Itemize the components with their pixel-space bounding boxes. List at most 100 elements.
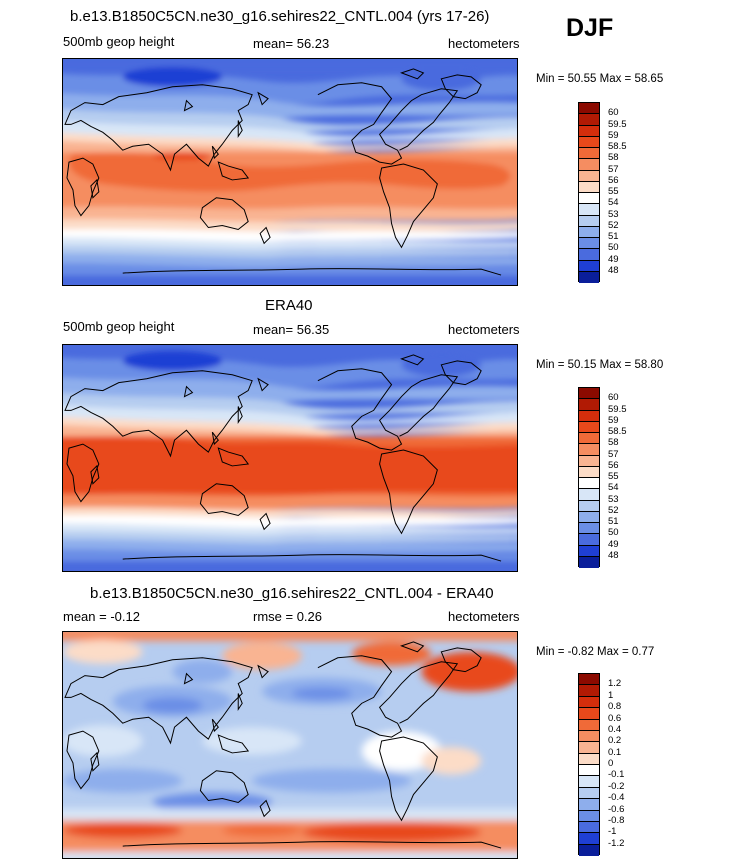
panel3-colorbar-tick-label: 0.6 — [608, 712, 622, 724]
panel3-rmse-label: rmse = 0.26 — [253, 609, 323, 624]
panel1-colorbar-swatch — [579, 170, 599, 182]
panel2-colorbar-tick-label: 59.5 — [608, 403, 627, 415]
panel1-colorbar-swatch — [579, 215, 599, 227]
panel2-colorbar-tick-label: 51 — [608, 516, 619, 527]
panel3-colorbar-swatch — [579, 753, 599, 765]
panel1-colorbar-swatch — [579, 204, 599, 216]
panel1-colorbar-swatch — [579, 249, 599, 261]
panel3-map — [62, 631, 518, 859]
panel1-colorbar-swatch — [579, 238, 599, 250]
panel3-title: b.e13.B1850C5CN.ne30_g16.sehires22_CNTL.… — [90, 585, 494, 602]
panel3-colorbar-swatch — [579, 696, 599, 709]
panel3-colorbar-tick-label: -1 — [608, 826, 617, 838]
panel3-colorbar-tick-label: 1 — [608, 689, 614, 701]
panel2-variable-label: 500mb geop height — [63, 319, 175, 334]
panel3-colorbar-swatch — [579, 787, 599, 800]
panel1-colorbar-swatch — [579, 114, 599, 126]
panel1-colorbar-swatch — [579, 260, 599, 272]
panel1-colorbar-tick-label: 58 — [608, 152, 619, 164]
panel3-colorbar-swatch — [579, 685, 599, 697]
panel2-colorbar-swatch — [579, 545, 599, 557]
panel2-colorbar-swatch — [579, 556, 599, 568]
panel1-colorbar-tick-label: 55 — [608, 186, 619, 197]
panel1-colorbar — [578, 102, 600, 283]
panel2-colorbar-swatch — [579, 433, 599, 445]
panel3-colorbar-swatch — [579, 821, 599, 834]
panel2-colorbar-tick-label: 54 — [608, 482, 619, 494]
panel3-colorbar-tick-label: -0.6 — [608, 803, 625, 815]
panel1-colorbar-swatch — [579, 159, 599, 171]
panel3-colorbar-swatch — [579, 776, 599, 788]
panel2-colorbar-tick-label: 57 — [608, 448, 619, 460]
panel1-minmax: Min = 50.55 Max = 58.65 — [536, 73, 664, 85]
panel3-colorbar-tick-label: -1.2 — [608, 837, 625, 849]
panel3-units-label: hectometers — [448, 609, 520, 624]
panel2-colorbar-tick-label: 49 — [608, 538, 619, 550]
panel1-colorbar-swatch — [579, 193, 599, 205]
panel1-colorbar-swatch — [579, 136, 599, 148]
panel2-colorbar-swatch — [579, 399, 599, 411]
panel3-colorbar-tick-label: -0.8 — [608, 814, 625, 826]
panel3-mean-label: mean = -0.12 — [63, 609, 140, 624]
panel1-colorbar-tick-label: 54 — [608, 197, 619, 209]
panel2-colorbar-tick-label: 58 — [608, 437, 619, 449]
panel2-colorbar-tick-label: 56 — [608, 459, 619, 471]
panel3-colorbar-swatch — [579, 833, 599, 845]
panel1-colorbar-tick-label: 52 — [608, 219, 619, 231]
panel2-colorbar-tick-label: 58.5 — [608, 426, 627, 437]
panel1-mean-label: mean= 56.23 — [253, 36, 330, 51]
panel1-units-label: hectometers — [448, 36, 520, 51]
panel2-units-label: hectometers — [448, 322, 520, 337]
panel2-colorbar-swatch — [579, 444, 599, 456]
panel3-minmax: Min = -0.82 Max = 0.77 — [536, 646, 655, 658]
panel1-colorbar-tick-label: 50 — [608, 242, 619, 254]
panel1-colorbar-tick-label: 60 — [608, 107, 619, 119]
panel2-colorbar-swatch — [579, 511, 599, 523]
panel3-colorbar-swatch — [579, 844, 599, 856]
panel2-colorbar-tick-label: 60 — [608, 392, 619, 404]
panel3-colorbar — [578, 673, 600, 856]
panel2-colorbar-swatch — [579, 534, 599, 546]
panel3-colorbar-swatch — [579, 708, 599, 720]
panel2-colorbar-swatch — [579, 489, 599, 501]
panel1-colorbar-tick-label: 59 — [608, 129, 619, 141]
panel2-colorbar-swatch — [579, 500, 599, 512]
panel2-colorbar — [578, 387, 600, 568]
panel1-colorbar-swatch — [579, 148, 599, 160]
panel3-colorbar-swatch — [579, 810, 599, 822]
panel3-colorbar-swatch — [579, 799, 599, 811]
panel1-colorbar-tick-label: 59.5 — [608, 118, 627, 130]
panel2-colorbar-tick-label: 50 — [608, 527, 619, 539]
panel1-colorbar-tick-label: 48 — [608, 264, 619, 276]
panel1-colorbar-tick-label: 56 — [608, 174, 619, 186]
panel1-colorbar-swatch — [579, 125, 599, 137]
panel2-colorbar-tick-label: 59 — [608, 414, 619, 426]
panel1-colorbar-swatch — [579, 271, 599, 283]
panel1-map — [62, 58, 518, 286]
panel3-colorbar-swatch — [579, 765, 599, 777]
panel2-map — [62, 344, 518, 572]
season-label: DJF — [566, 14, 614, 42]
panel2-minmax: Min = 50.15 Max = 58.80 — [536, 359, 664, 371]
panel1-colorbar-tick-label: 49 — [608, 253, 619, 265]
panel2-colorbar-tick-label: 48 — [608, 549, 619, 561]
panel2-colorbar-swatch — [579, 388, 599, 400]
panel3-colorbar-swatch — [579, 742, 599, 754]
panel2-colorbar-tick-label: 55 — [608, 471, 619, 482]
panel1-colorbar-swatch — [579, 226, 599, 238]
panel3-colorbar-tick-label: 1.2 — [608, 678, 622, 690]
panel1-title: b.e13.B1850C5CN.ne30_g16.sehires22_CNTL.… — [70, 8, 490, 25]
panel2-colorbar-swatch — [579, 410, 599, 422]
panel1-colorbar-tick-label: 53 — [608, 208, 619, 220]
panel3-colorbar-tick-label: 0.4 — [608, 723, 622, 735]
panel2-colorbar-tick-label: 52 — [608, 504, 619, 516]
panel2-title: ERA40 — [265, 297, 313, 314]
panel1-colorbar-swatch — [579, 181, 599, 193]
panel2-colorbar-swatch — [579, 421, 599, 433]
panel1-variable-label: 500mb geop height — [63, 34, 175, 49]
panel2-colorbar-swatch — [579, 523, 599, 535]
panel1-colorbar-tick-label: 51 — [608, 231, 619, 242]
panel3-colorbar-swatch — [579, 674, 599, 686]
panel3-colorbar-tick-label: -0.4 — [608, 792, 625, 804]
panel1-colorbar-tick-label: 58.5 — [608, 141, 627, 152]
